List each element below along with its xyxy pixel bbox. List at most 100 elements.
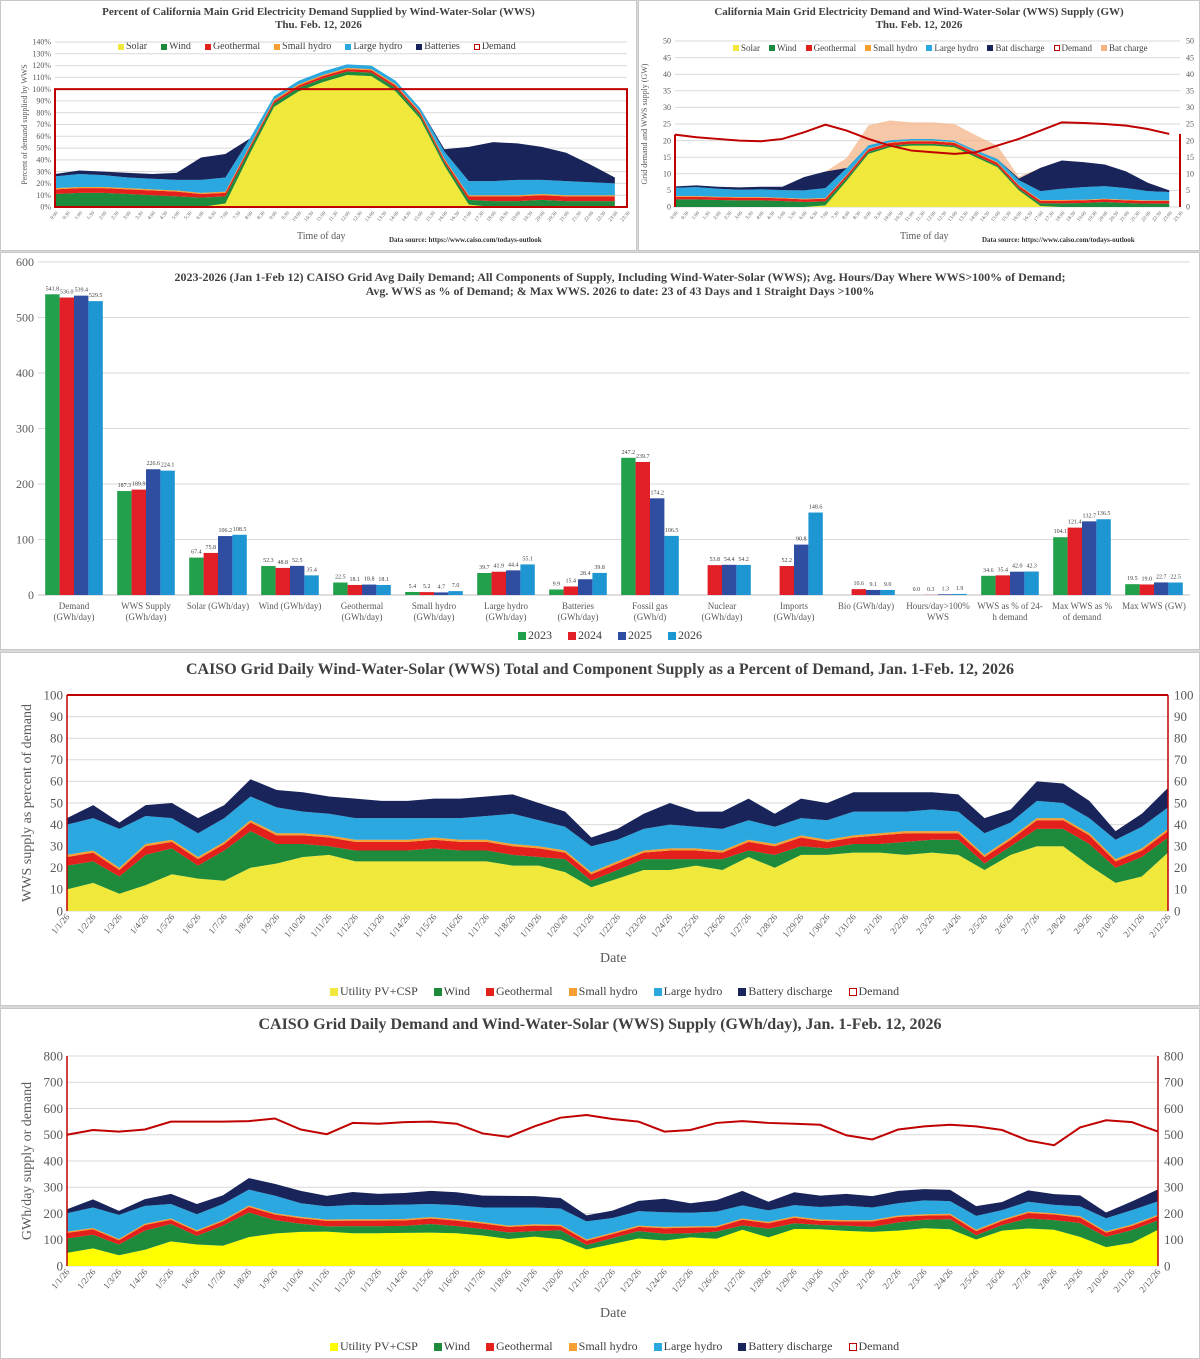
chart1-xtick-label: 12:30 — [353, 211, 364, 223]
chart4-xtick-label: 2/3/26 — [914, 911, 937, 935]
chart2-demand-line — [674, 121, 1170, 155]
legend-label: Wind — [777, 43, 797, 53]
chart5-xtick-label: 1/23/26 — [618, 1266, 644, 1294]
chart3-bar-value-label: 187.3 — [118, 483, 132, 489]
category-label-line: WWS as % of 24- — [977, 601, 1042, 611]
legend-swatch — [987, 45, 994, 51]
chart1-xtick-label: 16:30 — [450, 211, 461, 223]
category-label-line: Imports — [780, 601, 808, 611]
legend-swatch — [568, 1342, 577, 1351]
chart3-bar-value-label: 19.5 — [1127, 576, 1138, 582]
chart5-xtick-label: 1/28/26 — [748, 1266, 774, 1294]
chart4-ytick-label: 20 — [50, 860, 63, 875]
chart4-xtick-label: 2/4/26 — [940, 911, 963, 935]
chart1-xtick-label: 6:30 — [208, 211, 218, 221]
chart5-xtick-label: 2/11/26 — [1111, 1266, 1136, 1294]
chart3-bar-2024 — [563, 586, 578, 595]
chart3-bar-value-label: 35.4 — [306, 567, 317, 573]
legend-swatch — [653, 1342, 662, 1351]
legend-label: Large hydro — [353, 41, 403, 52]
legend-swatch — [926, 45, 933, 51]
chart4-xtick-label: 1/11/26 — [309, 911, 334, 939]
legend-swatch — [738, 1342, 747, 1351]
chart2-ytick-label-right: 40 — [1186, 70, 1194, 79]
category-label-line: Max WWS (GW) — [1122, 601, 1186, 611]
chart3-bar-value-label: 54.2 — [738, 557, 749, 563]
category-label-line: Bio (GWh/day) — [838, 601, 894, 611]
chart3-category-label: Fossil gas (GWh/d) — [632, 601, 668, 622]
chart3-bar-value-label: 67.4 — [191, 550, 202, 556]
chart5-xtick-label: 1/2/26 — [75, 1266, 98, 1290]
chart3-bar-value-label: 44.4 — [508, 562, 519, 568]
chart2-xtick-label: 1:30 — [702, 211, 712, 221]
chart3-category-label: Bio (GWh/day) — [838, 601, 894, 611]
chart2-ytick-label: 0 — [667, 203, 671, 212]
chart4-xtick-label: 1/2/26 — [75, 911, 98, 935]
chart3-bar-2025 — [578, 579, 593, 595]
chart4-xtick-label: 1/29/26 — [780, 911, 806, 939]
chart3-bar-2024 — [995, 575, 1010, 595]
legend-swatch — [805, 45, 812, 51]
chart1-xtick-label: 2:30 — [111, 211, 121, 221]
chart2-xtick-label: 0:30 — [681, 211, 691, 221]
legend-swatch — [668, 631, 676, 640]
chart5-xtick-label: 2/4/26 — [932, 1266, 955, 1290]
chart3-bar-value-label: 19.0 — [1142, 576, 1153, 582]
chart1-ytick-label: 60% — [36, 132, 51, 141]
chart4-xtick-label: 2/5/26 — [967, 911, 990, 935]
chart3-bar-value-label: 226.6 — [146, 461, 160, 467]
chart5-xtick-label: 1/26/26 — [696, 1266, 722, 1294]
chart4-ytick-label-right: 70 — [1174, 752, 1187, 767]
chart1-legend: Solar Wind Geothermal Small hydro Large hydr… — [118, 41, 516, 52]
legend-item: Wind — [161, 41, 191, 52]
chart5-xtick-label: 1/11/26 — [306, 1266, 331, 1294]
chart4-ytick-label: 70 — [50, 752, 63, 767]
chart2-title-line: California Main Grid Electricity Demand … — [714, 6, 1124, 18]
chart4-title: CAISO Grid Daily Wind-Water-Solar (WWS) … — [185, 661, 1015, 678]
chart4-xtick-label: 1/3/26 — [102, 911, 125, 935]
legend-label: Demand — [858, 1339, 900, 1353]
chart4-ytick-label: 0 — [57, 903, 64, 918]
chart4-xtick-label: 1/21/26 — [570, 911, 596, 939]
legend-label: Utility PV+CSP — [340, 1339, 418, 1353]
chart2-xtick-label: 4:30 — [767, 211, 777, 221]
chart2-xtick-label: 21:00 — [1120, 211, 1131, 223]
chart3-bar-2024 — [131, 489, 146, 595]
legend-label: 2026 — [678, 628, 702, 642]
chart5-xlabel: Date — [600, 1306, 627, 1321]
chart2-area-wind — [675, 143, 1170, 207]
chart3-bar-2025 — [218, 536, 233, 595]
chart2-xtick-label: 13:30 — [958, 211, 969, 223]
legend-swatch — [738, 987, 747, 996]
chart1-xtick-label: 8:00 — [245, 211, 255, 221]
chart3-category-label: Wind (GWh/day) — [259, 601, 322, 611]
chart5-xtick-label: 1/4/26 — [127, 1266, 150, 1290]
legend-label: Wind — [443, 984, 470, 998]
chart4-xtick-label: 1/4/26 — [128, 911, 151, 935]
legend-item: Large hydro — [345, 41, 402, 52]
legend-label: 2024 — [578, 628, 602, 642]
chart2-xtick-label: 19:00 — [1077, 211, 1088, 223]
chart2-xtick-label: 10:30 — [894, 211, 905, 223]
legend-label: Utility PV+CSP — [340, 984, 418, 998]
chart4-area-battery-discharge — [67, 779, 1168, 847]
chart1-xtick-label: 17:30 — [474, 211, 485, 223]
chart5-xtick-label: 1/10/26 — [280, 1266, 306, 1294]
chart3-bar-2024 — [635, 461, 650, 595]
chart3-ytick-label: 500 — [16, 311, 34, 325]
chart2-xtick-label: 16:00 — [1012, 211, 1023, 223]
chart3-category-label: Hours/day>100% WWS — [906, 601, 970, 622]
chart3-bar-2024 — [1067, 527, 1082, 595]
chart3-bar-2025 — [866, 589, 881, 595]
chart2-xtick-label: 23:00 — [1163, 211, 1174, 223]
legend-label: Solar — [741, 43, 760, 53]
chart5-xtick-label: 2/10/26 — [1085, 1266, 1111, 1294]
chart2-area-solar — [675, 145, 1170, 207]
chart1-xtick-label: 11:00 — [316, 211, 327, 223]
chart5-demand-line — [66, 1114, 1159, 1147]
chart3-bar-value-label: 0.3 — [927, 587, 935, 593]
chart5-xtick-label: 1/16/26 — [436, 1266, 462, 1294]
chart5-xtick-label: 2/1/26 — [854, 1266, 877, 1290]
chart2-xtick-label: 8:00 — [842, 211, 852, 221]
chart5-ytick-label-right: 700 — [1164, 1075, 1184, 1090]
